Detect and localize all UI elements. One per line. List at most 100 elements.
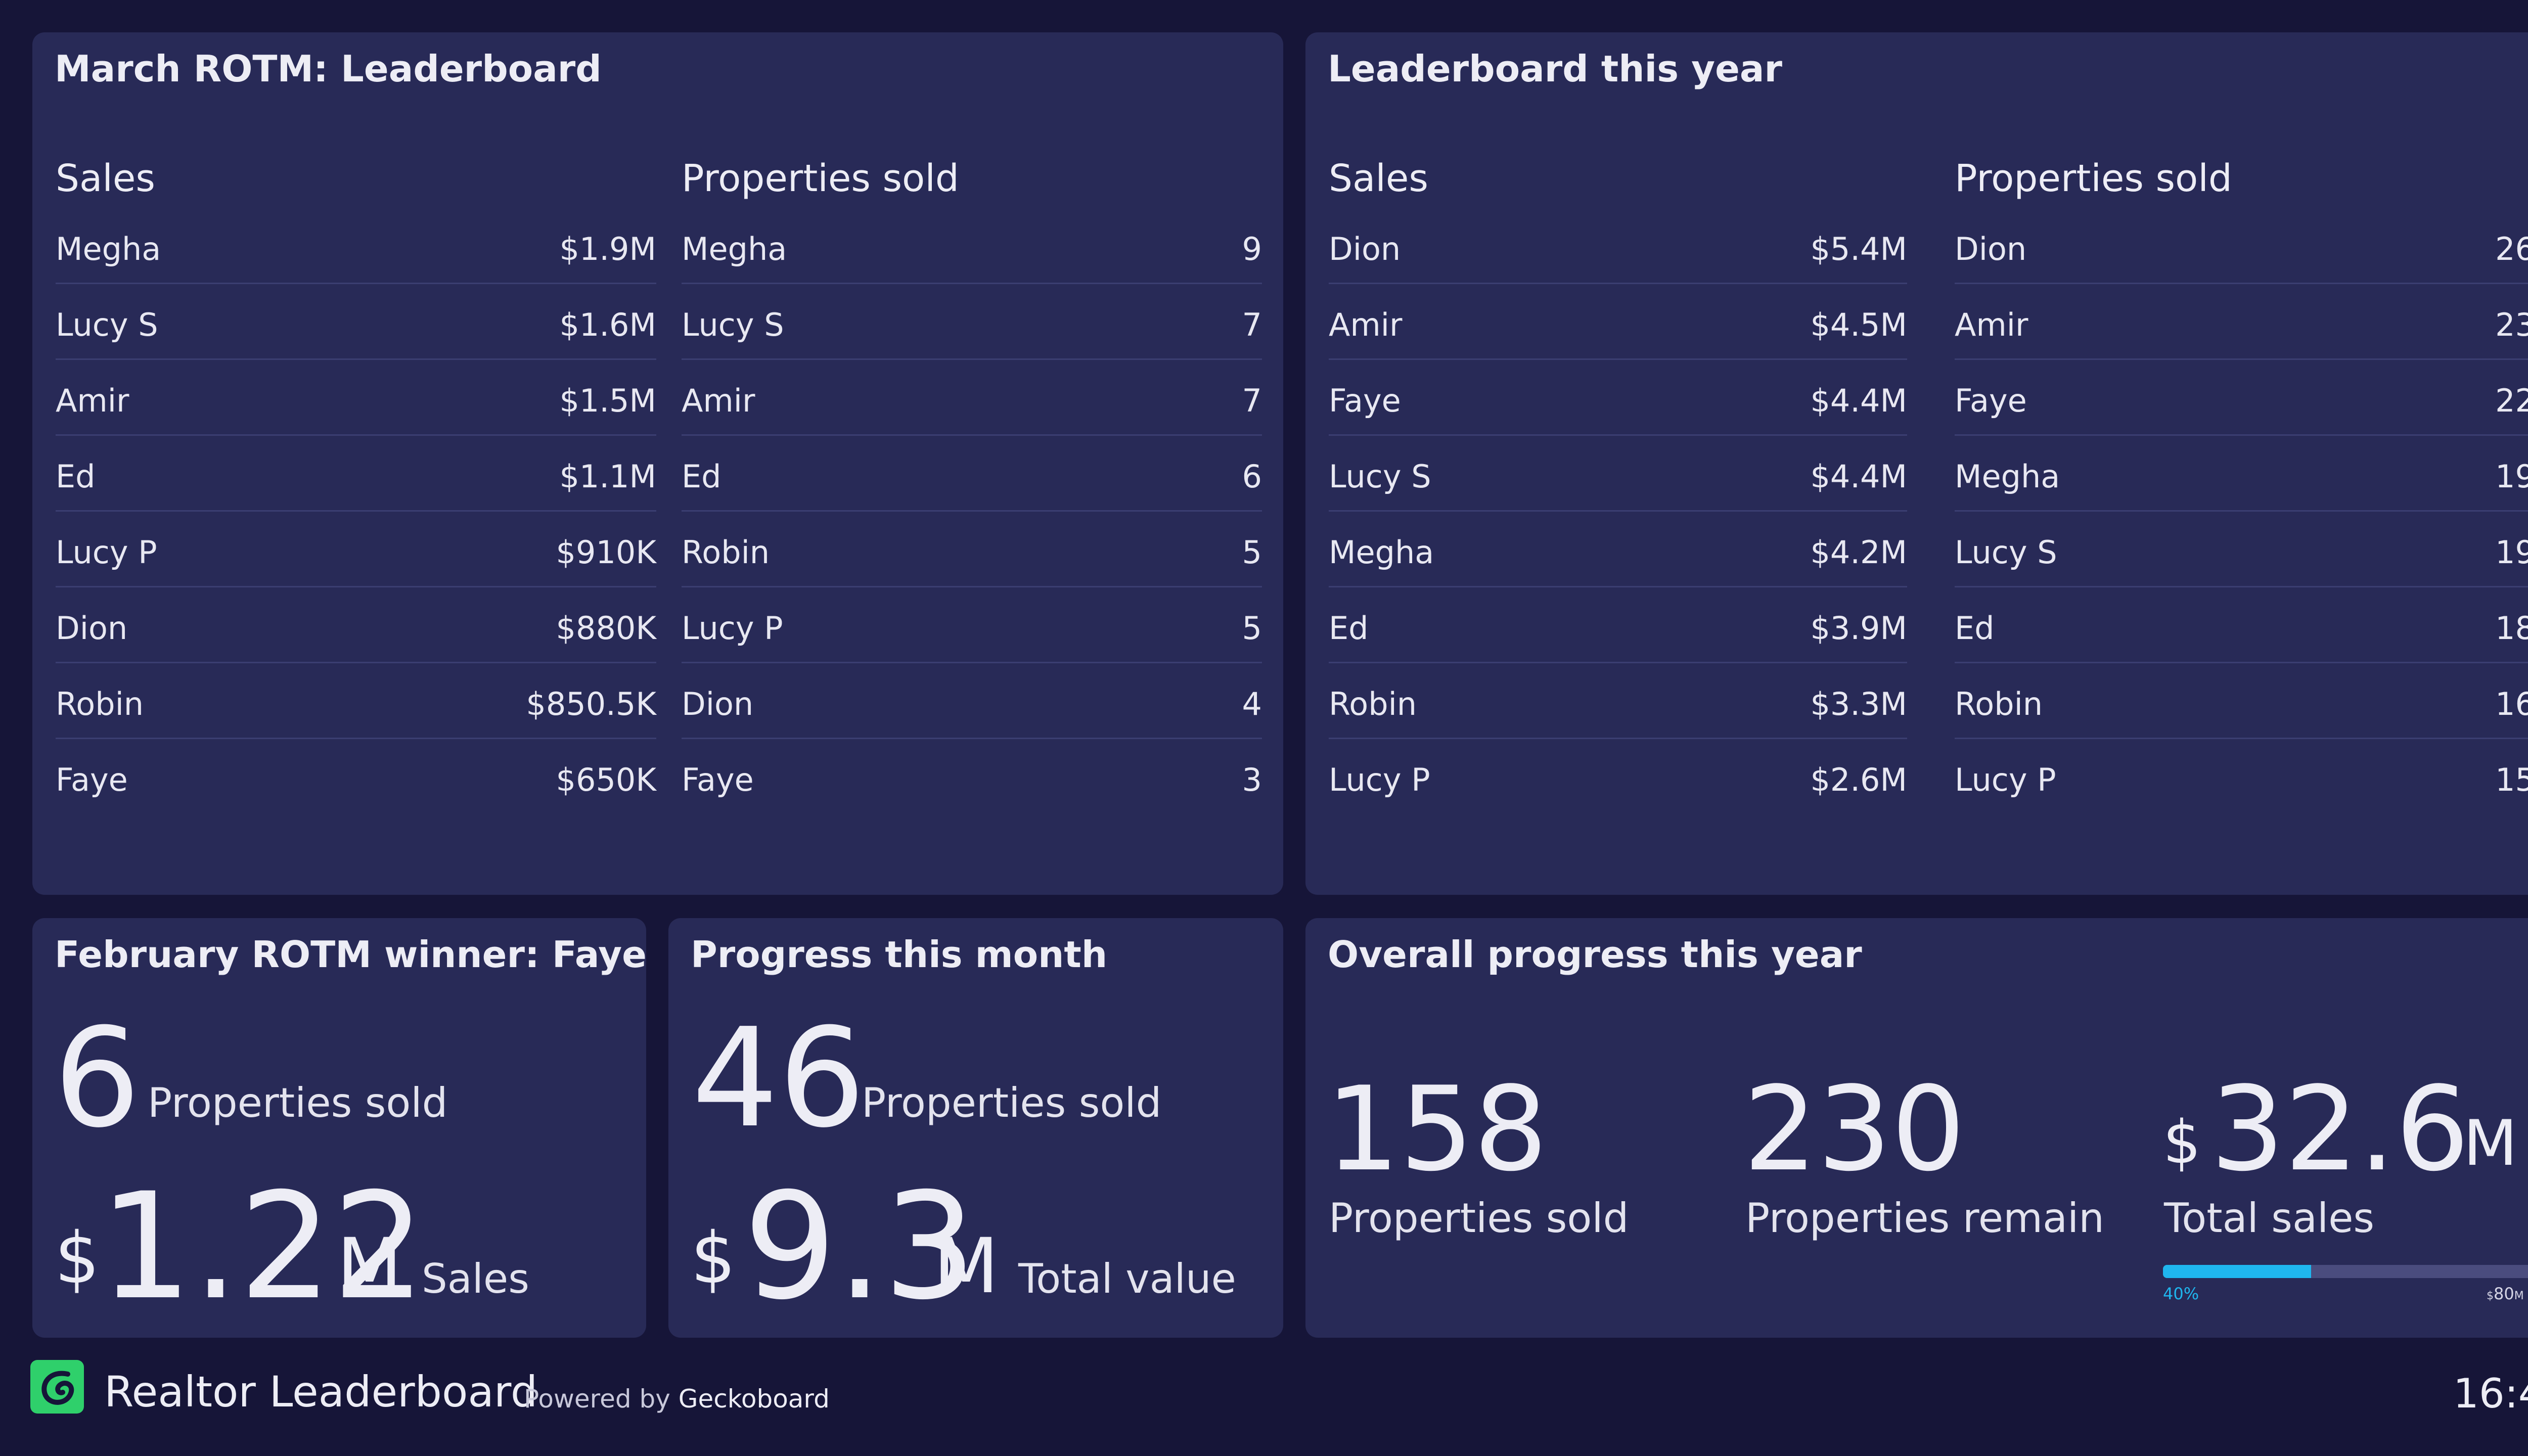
table-row: Lucy S 7 (682, 284, 1262, 360)
row-name: Robin (682, 534, 770, 571)
row-value: 18 (2495, 610, 2528, 647)
row-value: $850.5K (526, 686, 656, 722)
table-row: Faye $650K (56, 739, 656, 815)
panel-title: March ROTM: Leaderboard (55, 48, 602, 90)
column-header: Properties sold (1955, 157, 2232, 200)
goal-unit: M (2514, 1290, 2524, 1302)
row-name: Megha (56, 231, 161, 267)
row-value: $1.9M (559, 231, 656, 267)
row-name: Robin (1329, 686, 1417, 722)
total-value-amount: 9.3 (743, 1162, 977, 1332)
progress-percent-label: 40% (2163, 1284, 2199, 1303)
currency-symbol: $ (691, 1217, 736, 1300)
row-value: 4 (1242, 686, 1262, 722)
row-value: 19 (2495, 534, 2528, 571)
powered-prefix: Powered by (524, 1384, 670, 1414)
row-name: Robin (56, 686, 144, 722)
panel-title: Leaderboard this year (1328, 48, 1783, 90)
table-row: Ed $3.9M (1329, 587, 1907, 663)
row-value: 3 (1242, 761, 1262, 798)
row-name: Dion (1955, 231, 2027, 267)
table-row: Robin $850.5K (56, 663, 656, 739)
properties-remain-label: Properties remain (1745, 1195, 2104, 1242)
row-name: Faye (56, 761, 128, 798)
month-progress-panel: Progress this month (668, 918, 1283, 1338)
row-value: $2.6M (1810, 761, 1907, 798)
row-value: $4.4M (1810, 458, 1907, 495)
table-row: Lucy P 15 (1955, 739, 2528, 815)
row-name: Lucy S (56, 306, 158, 343)
sales-unit: M (337, 1222, 402, 1310)
row-value: $3.3M (1810, 686, 1907, 722)
row-value: $4.2M (1810, 534, 1907, 571)
row-value: $4.4M (1810, 382, 1907, 419)
table-row: Lucy P $910K (56, 512, 656, 587)
properties-sold-label: Properties sold (1329, 1195, 1629, 1242)
column-header: Sales (56, 157, 155, 200)
table-row: Lucy S $1.6M (56, 284, 656, 360)
table-row: Ed $1.1M (56, 436, 656, 512)
row-value: $880K (556, 610, 656, 647)
row-value: 23 (2495, 306, 2528, 343)
column-header: Properties sold (682, 157, 959, 200)
geckoboard-logo-icon (30, 1360, 84, 1414)
row-name: Faye (682, 761, 754, 798)
row-value: $3.9M (1810, 610, 1907, 647)
row-name: Ed (1329, 610, 1369, 647)
row-value: 5 (1242, 610, 1262, 647)
row-value: 16 (2495, 686, 2528, 722)
table-row: Megha $4.2M (1329, 512, 1907, 587)
properties-sold-label: Properties sold (862, 1079, 1162, 1126)
table-row: Amir 23 (1955, 284, 2528, 360)
row-name: Amir (682, 382, 755, 419)
row-name: Lucy S (1955, 534, 2057, 571)
table-row: Lucy P 5 (682, 587, 1262, 663)
panel-title: Overall progress this year (1328, 933, 1862, 976)
table-row: Lucy S $4.4M (1329, 436, 1907, 512)
powered-by: Powered by Geckoboard (524, 1384, 830, 1414)
total-sales-amount: 32.6 (2210, 1062, 2470, 1197)
row-value: $910K (556, 534, 656, 571)
row-name: Dion (682, 686, 754, 722)
powered-brand: Geckoboard (678, 1384, 830, 1414)
table-row: Robin 5 (682, 512, 1262, 587)
row-name: Dion (56, 610, 128, 647)
currency-symbol: $ (55, 1217, 100, 1300)
table-row: Megha 9 (682, 208, 1262, 284)
table-row: Robin $3.3M (1329, 663, 1907, 739)
table-row: Faye 22 (1955, 360, 2528, 436)
row-name: Faye (1955, 382, 2027, 419)
row-name: Amir (56, 382, 129, 419)
sales-amount: 1.22 (99, 1162, 426, 1332)
properties-sold-count: 46 (692, 998, 866, 1158)
row-value: 9 (1242, 231, 1262, 267)
table-row: Amir $4.5M (1329, 284, 1907, 360)
row-name: Amir (1955, 306, 2028, 343)
row-name: Megha (682, 231, 787, 267)
row-name: Lucy S (682, 306, 784, 343)
properties-sold-count: 6 (54, 998, 141, 1158)
goal-currency: $ (2487, 1290, 2494, 1302)
table-row: Faye 3 (682, 739, 1262, 815)
row-name: Faye (1329, 382, 1401, 419)
table-row: Dion 26 (1955, 208, 2528, 284)
year-leaderboard-panel: Leaderboard this year Sales Dion $5.4M Ami… (1305, 32, 2528, 895)
table-row: Amir 7 (682, 360, 1262, 436)
table-row: Megha $1.9M (56, 208, 656, 284)
row-name: Amir (1329, 306, 1403, 343)
row-name: Megha (1329, 534, 1434, 571)
row-value: 5 (1242, 534, 1262, 571)
row-name: Dion (1329, 231, 1401, 267)
sales-goal-progress-bar (2163, 1265, 2528, 1278)
row-name: Robin (1955, 686, 2043, 722)
panel-title: February ROTM winner: Faye (55, 933, 647, 976)
row-name: Ed (682, 458, 721, 495)
total-value-unit: M (933, 1222, 999, 1310)
table-row: Megha 19 (1955, 436, 2528, 512)
row-value: 19 (2495, 458, 2528, 495)
properties-remain-count: 230 (1743, 1062, 1965, 1197)
total-sales-label: Total sales (2164, 1195, 2375, 1242)
total-value-label: Total value (1018, 1255, 1236, 1302)
sales-column: Sales Dion $5.4M Amir $4.5M Faye $4.4M Lucy S $… (1329, 157, 1907, 814)
row-value: 22 (2495, 382, 2528, 419)
